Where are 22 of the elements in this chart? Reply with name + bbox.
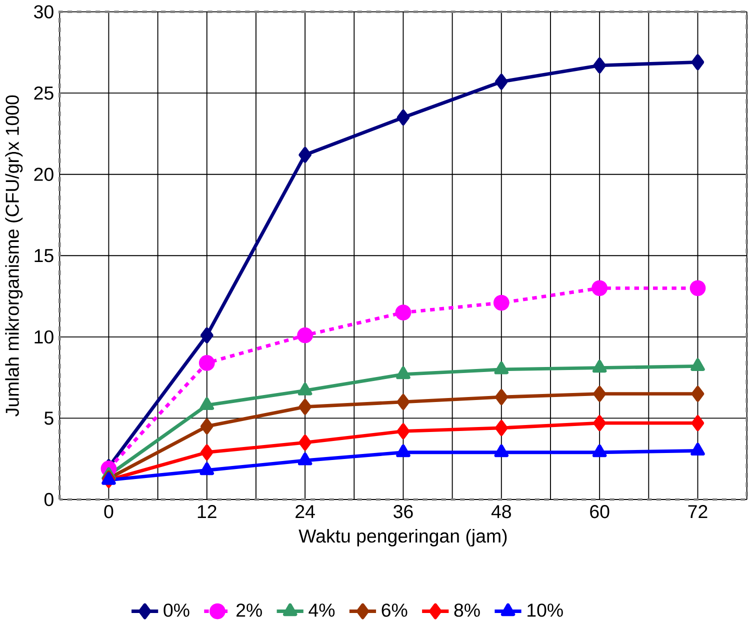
legend-label: 6% [382,603,408,617]
legend-label: 4% [308,604,335,617]
legend-label: 8% [454,603,480,617]
x-tick-label: 12 [198,504,216,518]
x-tick-label: 36 [394,504,413,518]
y-tick-label: 30 [34,5,54,18]
x-tick-label: 60 [590,504,610,518]
x-tick-label: 0 [104,504,114,518]
legend-label: 2% [236,603,262,617]
y-tick-label: 25 [34,86,54,100]
legend-label: 10% [528,603,563,617]
x-tick-label: 72 [688,504,708,518]
x-axis-title: Waktu pengeringan (jam) [298,528,507,546]
x-tick-label: 24 [296,504,315,518]
y-tick-label: 5 [44,412,54,425]
x-tick-label: 48 [491,504,511,518]
y-tick-label: 10 [34,330,54,344]
y-tick-label: 0 [44,492,54,506]
legend-label: 0% [164,603,190,617]
y-axis-title: Jumlah mikrorganisme (CFU/gr)x 1000 [5,95,23,416]
y-tick-label: 15 [34,249,54,262]
y-tick-label: 20 [34,168,54,181]
